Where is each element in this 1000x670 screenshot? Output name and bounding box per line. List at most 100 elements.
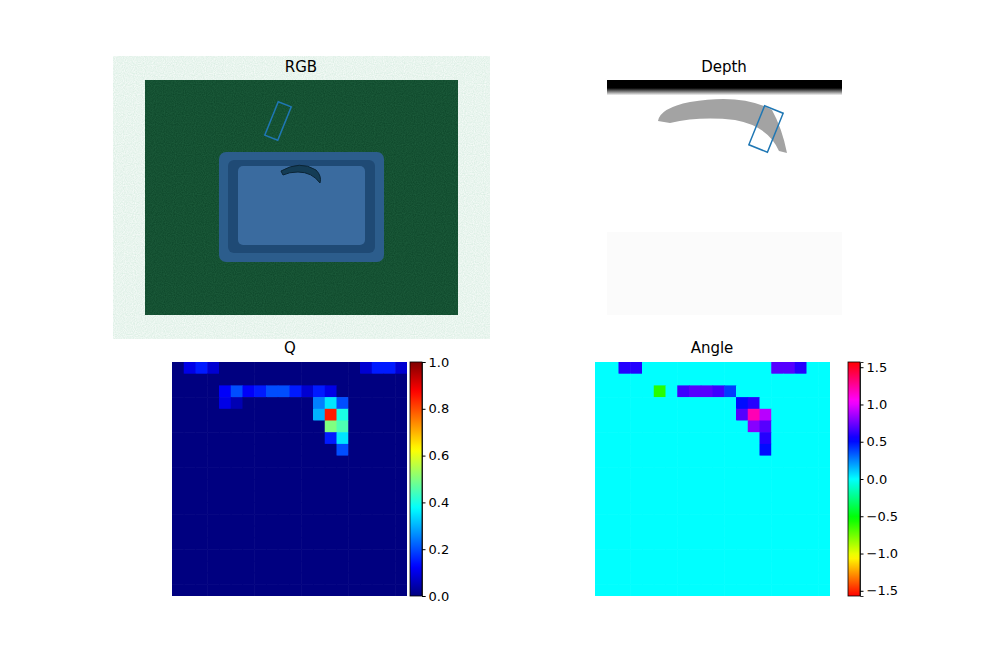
heatmap-cell — [760, 444, 772, 456]
heatmap-cell — [184, 409, 196, 421]
heatmap-cell — [207, 584, 219, 596]
heatmap-cell — [795, 514, 807, 526]
heatmap-cell — [184, 549, 196, 561]
heatmap-cell — [595, 432, 607, 444]
heatmap-cell — [372, 432, 384, 444]
heatmap-cell — [266, 444, 278, 456]
heatmap-cell — [231, 397, 243, 409]
heatmap-cell — [325, 397, 337, 409]
heatmap-cell — [666, 526, 678, 538]
heatmap-cell — [666, 456, 678, 468]
heatmap-cell — [607, 374, 619, 386]
heatmap-cell — [642, 467, 654, 479]
heatmap-cell — [818, 549, 830, 561]
heatmap-cell — [642, 538, 654, 550]
heatmap-cell — [689, 538, 701, 550]
heatmap-cell — [748, 549, 760, 561]
heatmap-cell — [748, 479, 760, 491]
heatmap-cell — [360, 573, 372, 585]
heatmap-cell — [748, 444, 760, 456]
heatmap-cell — [619, 549, 631, 561]
heatmap-cell — [266, 467, 278, 479]
heatmap-cell — [642, 456, 654, 468]
heatmap-cell — [724, 526, 736, 538]
heatmap-cell — [795, 491, 807, 503]
heatmap-cell — [325, 456, 337, 468]
heatmap-cell — [689, 561, 701, 573]
heatmap-cell — [266, 479, 278, 491]
heatmap-cell — [724, 491, 736, 503]
heatmap-cell — [771, 502, 783, 514]
heatmap-cell — [807, 467, 819, 479]
colorbar-axis-line — [861, 363, 864, 597]
heatmap-cell — [748, 491, 760, 503]
heatmap-cell — [207, 444, 219, 456]
heatmap-cell — [689, 444, 701, 456]
heatmap-cell — [595, 479, 607, 491]
heatmap-cell — [172, 374, 184, 386]
heatmap-cell — [724, 467, 736, 479]
heatmap-cell — [642, 479, 654, 491]
heatmap-cell — [360, 584, 372, 596]
heatmap-cell — [348, 549, 360, 561]
heatmap-cell — [337, 467, 349, 479]
heatmap-cell — [619, 456, 631, 468]
heatmap-cell — [184, 397, 196, 409]
heatmap-cell — [219, 584, 231, 596]
heatmap-cell — [642, 444, 654, 456]
heatmap-cell — [231, 421, 243, 433]
heatmap-cell — [818, 467, 830, 479]
heatmap-cell — [254, 502, 266, 514]
heatmap-cell — [301, 374, 313, 386]
heatmap-cell — [795, 538, 807, 550]
heatmap-cell — [677, 467, 689, 479]
heatmap-cell — [630, 456, 642, 468]
heatmap-cell — [795, 409, 807, 421]
heatmap-cell — [654, 573, 666, 585]
heatmap-cell — [266, 573, 278, 585]
heatmap-cell — [278, 467, 290, 479]
heatmap-cell — [642, 374, 654, 386]
heatmap-cell — [595, 409, 607, 421]
heatmap-cell — [666, 409, 678, 421]
heatmap-cell — [677, 397, 689, 409]
heatmap-cell — [184, 526, 196, 538]
heatmap-cell — [713, 362, 725, 374]
heatmap-cell — [184, 432, 196, 444]
heatmap-cell — [689, 491, 701, 503]
heatmap-cell — [231, 514, 243, 526]
heatmap-cell — [325, 432, 337, 444]
heatmap-cell — [783, 573, 795, 585]
heatmap-cell — [395, 409, 407, 421]
heatmap-cell — [384, 514, 396, 526]
heatmap-cell — [783, 374, 795, 386]
heatmap-cell — [172, 561, 184, 573]
heatmap-cell — [795, 502, 807, 514]
heatmap-cell — [642, 514, 654, 526]
heatmap-cell — [231, 432, 243, 444]
heatmap-cell — [325, 561, 337, 573]
colorbar-tick-label: −1.5 — [867, 583, 899, 598]
heatmap-cell — [619, 397, 631, 409]
heatmap-cell — [231, 538, 243, 550]
heatmap-cell — [301, 479, 313, 491]
heatmap-cell — [231, 444, 243, 456]
heatmap-cell — [807, 584, 819, 596]
heatmap-cell — [818, 374, 830, 386]
heatmap-cell — [301, 467, 313, 479]
heatmap-cell — [807, 456, 819, 468]
heatmap-cell — [771, 432, 783, 444]
heatmap-cell — [184, 584, 196, 596]
heatmap-cell — [384, 549, 396, 561]
heatmap-cell — [748, 502, 760, 514]
colorbar-frame — [848, 362, 860, 596]
heatmap-cell — [172, 538, 184, 550]
heatmap-cell — [219, 549, 231, 561]
heatmap-cell — [654, 502, 666, 514]
colorbar-tick: 0.4 — [422, 495, 449, 510]
heatmap-cell — [630, 444, 642, 456]
heatmap-cell — [219, 573, 231, 585]
heatmap-cell — [724, 584, 736, 596]
heatmap-cell — [313, 573, 325, 585]
heatmap-cell — [337, 561, 349, 573]
